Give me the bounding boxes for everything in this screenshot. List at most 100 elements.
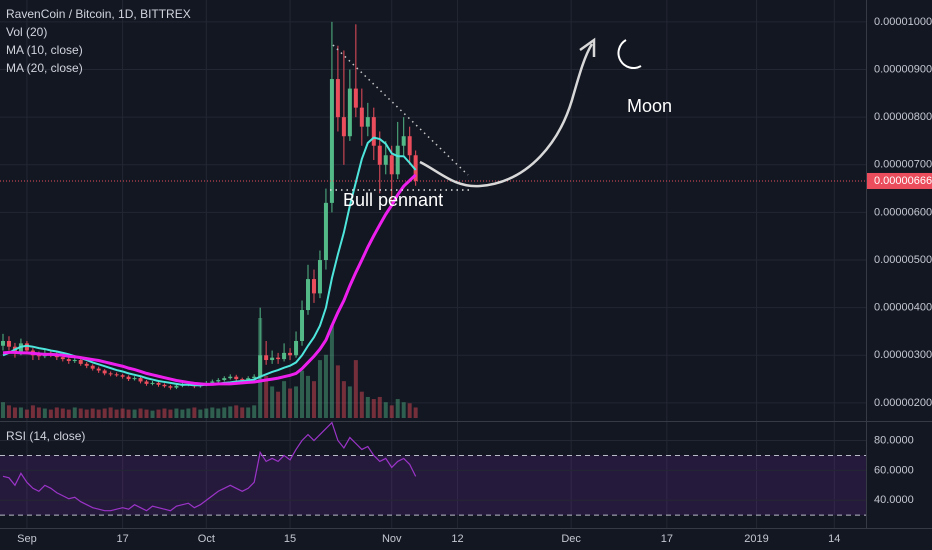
volume-bar	[36, 407, 41, 418]
candle-body	[359, 107, 364, 127]
volume-bar	[329, 325, 334, 418]
candle-body	[258, 355, 263, 377]
candle-body	[168, 386, 173, 388]
candle-body	[66, 359, 71, 361]
volume-bar	[48, 409, 53, 418]
y-tick-label: 0.00000700	[874, 159, 932, 171]
candle-body	[84, 363, 89, 366]
candle-body	[383, 155, 388, 165]
candle-body	[306, 279, 311, 311]
candle-body	[329, 79, 334, 203]
candle-body	[335, 79, 340, 118]
candle-body	[132, 378, 137, 380]
volume-bar	[114, 409, 119, 418]
y-tick-label: 60.0000	[874, 464, 914, 476]
volume-bar	[168, 409, 173, 418]
volume-bar	[383, 402, 388, 418]
volume-bar	[138, 408, 143, 418]
x-tick-label: 15	[284, 533, 296, 545]
volume-bar	[222, 407, 227, 418]
volume-bar	[60, 408, 65, 418]
candle-body	[371, 117, 376, 146]
candle-body	[60, 357, 65, 360]
candle-body	[222, 378, 227, 381]
candle-body	[138, 378, 143, 382]
candle-body	[156, 382, 161, 385]
candle-body	[276, 357, 281, 360]
y-tick-label: 0.00000900	[874, 63, 932, 75]
volume-bar	[126, 409, 131, 418]
annotation: Bull pennant	[343, 190, 443, 210]
y-tick-label: 0.00001000	[874, 16, 932, 28]
volume-bar	[156, 409, 161, 418]
candle-body	[216, 380, 221, 382]
volume-bar	[323, 354, 328, 418]
x-tick-label: 14	[828, 533, 840, 545]
candle-body	[246, 378, 251, 381]
volume-bar	[270, 386, 275, 418]
volume-bar	[192, 407, 197, 418]
volume-bar	[395, 399, 400, 418]
moon-icon	[617, 39, 642, 69]
candle-body	[162, 384, 167, 387]
volume-bar	[174, 408, 179, 418]
volume-bar	[144, 409, 149, 418]
y-tick-label: 0.00000200	[874, 397, 932, 409]
legend-entry: MA (10, close)	[6, 43, 83, 57]
volume-bar	[401, 402, 406, 418]
y-tick-label: 0.00000500	[874, 254, 932, 266]
volume-bar	[78, 408, 83, 418]
volume-bar	[210, 407, 215, 418]
rsi-band	[0, 455, 866, 516]
projection-arrow	[419, 43, 594, 188]
candle-body	[300, 310, 305, 341]
legend: RavenCoin / Bitcoin, 1D, BITTREX Vol (20…	[6, 7, 191, 443]
volume-bar	[377, 396, 382, 418]
candle-body	[282, 352, 287, 360]
candle-body	[120, 375, 125, 377]
y-tick-label: 0.00000300	[874, 349, 932, 361]
candle-body	[78, 360, 83, 364]
candle-body	[144, 381, 149, 384]
candle-body	[228, 376, 233, 379]
candle-body	[413, 155, 418, 181]
volume-bar	[162, 408, 167, 418]
volume-bar	[6, 405, 11, 418]
volume-bar	[294, 386, 299, 418]
pennant-top-line	[332, 44, 469, 176]
volume-bar	[282, 381, 287, 418]
candle-body	[264, 355, 269, 361]
drawings: Bull pennant Moon	[330, 37, 672, 210]
volume-bar	[132, 409, 137, 418]
volume-bar	[276, 391, 281, 418]
last-price-label: 0.00000666	[874, 175, 932, 187]
volume-bar	[186, 408, 191, 418]
volume-bar	[96, 409, 101, 418]
last-price-box	[867, 172, 932, 189]
volume-bar	[300, 370, 305, 418]
candle-body	[102, 370, 107, 374]
volume-bar	[347, 386, 352, 418]
y-tick-label: 0.00000800	[874, 111, 932, 123]
volume-bar	[72, 407, 77, 418]
volume-bar	[12, 407, 17, 418]
candle-body	[126, 376, 131, 380]
rsi-title: RSI (14, close)	[6, 429, 85, 443]
candle-body	[174, 385, 179, 388]
volume-bar	[264, 375, 269, 418]
volume-bar	[180, 409, 185, 418]
candle-body	[36, 355, 41, 357]
x-tick-label: Oct	[198, 533, 215, 545]
volume-bar	[30, 405, 35, 418]
chart-title: RavenCoin / Bitcoin, 1D, BITTREX	[6, 7, 191, 21]
candle-body	[401, 136, 406, 146]
volume-bar	[0, 402, 5, 418]
volume-bar	[353, 360, 358, 418]
candle-body	[365, 117, 370, 127]
arrow-head	[579, 37, 596, 57]
volume-bar	[150, 410, 155, 418]
candle-body	[150, 382, 155, 384]
volume-bar	[234, 405, 239, 418]
y-tick-label: 0.00000600	[874, 206, 932, 218]
